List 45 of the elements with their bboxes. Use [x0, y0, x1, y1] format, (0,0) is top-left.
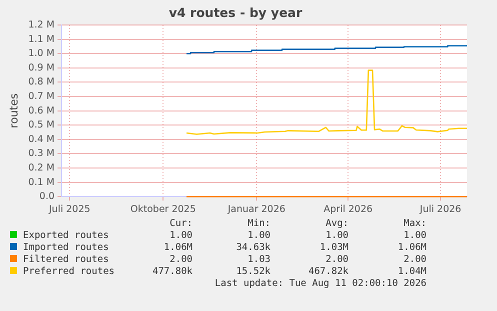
- text: 477.80k: [151, 266, 193, 278]
- text: 1.00: [402, 230, 427, 242]
- legend-label: Exported routes: [22, 230, 110, 242]
- text: Max:: [402, 218, 427, 230]
- text: 1.00: [324, 230, 349, 242]
- x-tick-label: Juli 2025: [48, 204, 90, 215]
- y-axis-title: routes: [7, 93, 20, 128]
- text: 2.00: [402, 254, 427, 266]
- y-tick-label: 0.2 M: [28, 162, 55, 174]
- y-tick-label: 0.5 M: [28, 120, 55, 131]
- text: 1.06M: [396, 242, 427, 254]
- text: 2.00: [324, 254, 349, 266]
- text: 1.00: [168, 230, 193, 242]
- text: 1.04M: [396, 266, 427, 278]
- x-tick-label: Oktober 2025: [130, 204, 196, 215]
- y-tick-label: 0.7 M: [28, 90, 55, 102]
- text: 1.03: [246, 254, 271, 266]
- y-tick-label: 0.0: [39, 191, 55, 202]
- text: 1.03M: [318, 242, 349, 254]
- y-tick-label: 0.8 M: [28, 76, 55, 88]
- y-tick-label: 0.6 M: [28, 105, 55, 116]
- text: 467.82k: [307, 266, 349, 278]
- x-tick-label: Januar 2026: [226, 204, 286, 215]
- text: 1.06M: [162, 242, 193, 254]
- y-tick-label: 1.1 M: [28, 34, 55, 45]
- x-tick-label: Juli 2026: [418, 204, 462, 215]
- text: 15.52k: [235, 266, 271, 278]
- text: 34.63k: [235, 242, 271, 254]
- chart-title: v4 routes - by year: [168, 4, 303, 20]
- y-tick-label: 0.1 M: [28, 176, 55, 188]
- text: Last update: Tue Aug 11 02:00:10 2026: [214, 278, 427, 290]
- y-tick-label: 0.9 M: [28, 62, 55, 74]
- x-tick-label: April 2026: [324, 204, 373, 215]
- text: Min:: [246, 218, 271, 230]
- text: 1.00: [246, 230, 271, 242]
- text: 2.00: [168, 254, 193, 266]
- y-tick-label: 0.4 M: [28, 134, 55, 145]
- y-tick-label: 1.2 M: [28, 19, 55, 30]
- y-tick-label: 0.3 M: [28, 148, 55, 160]
- legend-label: Filtered routes: [22, 254, 110, 266]
- text: Cur:: [168, 218, 193, 230]
- legend-label: Imported routes: [22, 242, 110, 254]
- y-tick-label: 1.0 M: [28, 48, 55, 60]
- legend-label: Preferred routes: [22, 266, 115, 278]
- text: Avg:: [324, 218, 349, 230]
